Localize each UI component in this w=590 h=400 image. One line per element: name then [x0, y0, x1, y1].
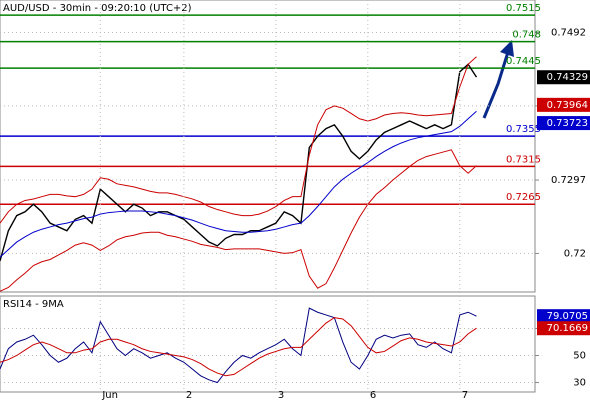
price-tag-label: 0.74329	[547, 72, 588, 83]
y-tick-label: 30	[573, 378, 586, 389]
price-tag	[537, 70, 590, 85]
level-label: 0.7355	[506, 124, 541, 135]
series-line	[0, 56, 477, 224]
series-line	[0, 110, 477, 258]
x-tick-label: Jun	[101, 390, 118, 400]
x-tick-label: 7	[462, 390, 468, 400]
series-line	[0, 63, 478, 262]
level-label: 0.7315	[506, 154, 541, 165]
rsi-title: RSI14 - 9MA	[3, 299, 64, 310]
x-tick-label: 6	[370, 390, 376, 400]
price-tag	[537, 116, 590, 131]
y-tick-label: 0.72	[564, 248, 586, 259]
level-label: 0.7515	[506, 3, 541, 14]
series-line	[0, 307, 477, 384]
price-tag-label: 0.73964	[547, 100, 588, 111]
price-tag-label: 0.73723	[547, 118, 588, 129]
series-line	[0, 317, 477, 377]
rsi-frame	[0, 295, 536, 393]
main-frame	[0, 0, 536, 293]
chart-title: AUD/USD - 30min - 09:20:10 (UTC+2)	[3, 3, 192, 14]
level-label: 0.748	[512, 30, 541, 41]
price-tag	[537, 97, 590, 112]
y-tick-label: 0.7492	[551, 28, 586, 39]
y-tick-label: 0.7297	[551, 175, 586, 186]
series-line	[0, 149, 477, 292]
level-label: 0.7265	[506, 192, 541, 203]
price-tag-label: 79.0705	[547, 311, 588, 322]
y-tick-label: 50	[573, 350, 586, 361]
x-tick-label: 3	[278, 390, 284, 400]
x-tick-label: 2	[186, 390, 192, 400]
level-label: 0.7445	[506, 56, 541, 67]
forecast-arrow	[482, 40, 514, 119]
price-tag	[537, 321, 590, 336]
price-tag-label: 70.1669	[547, 323, 588, 334]
price-tag	[537, 309, 590, 324]
